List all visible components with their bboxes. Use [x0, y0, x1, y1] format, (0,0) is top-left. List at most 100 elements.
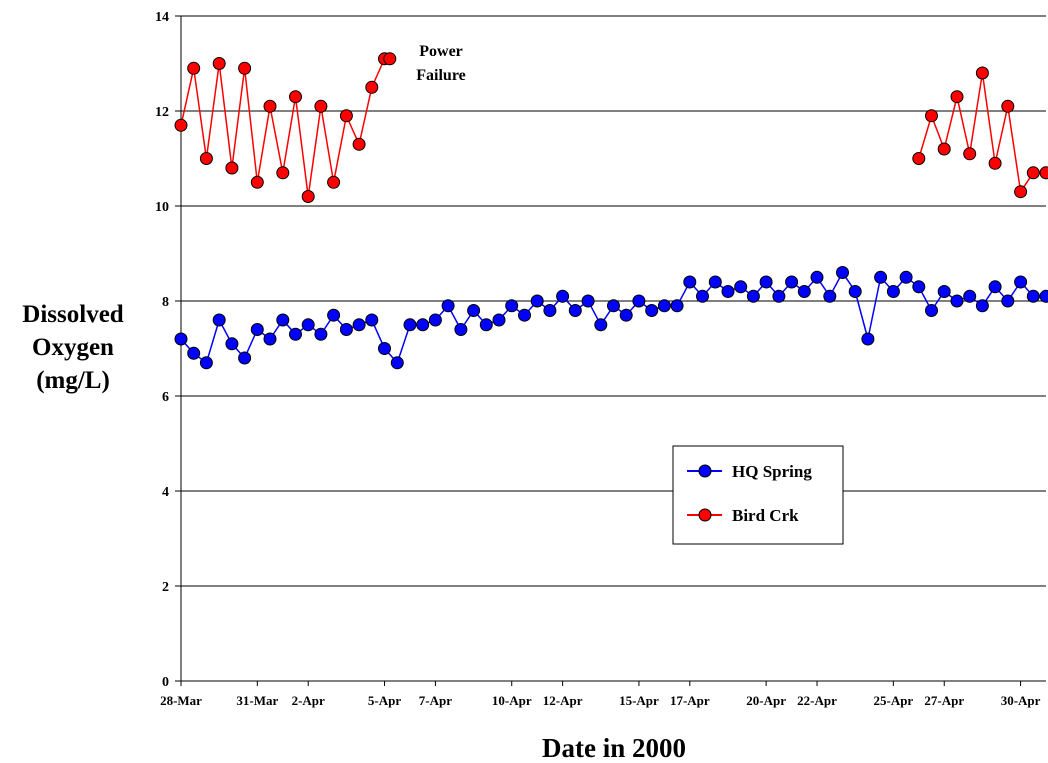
axes [180, 16, 1046, 682]
data-point-hq-spring [581, 294, 595, 308]
data-point-hq-spring [975, 299, 989, 313]
data-point-hq-spring [708, 275, 722, 289]
x-tick-labels: 28-Mar 31-Mar 2-Apr 5-Apr 7-Apr 10-Apr 12-Apr 1… [160, 693, 1041, 708]
data-point-hq-spring [518, 308, 531, 322]
data-point-hq-spring [810, 270, 824, 284]
data-point-hq-spring [925, 304, 938, 317]
data-point-hq-spring [327, 308, 341, 322]
data-point-bird-crk [1001, 99, 1015, 113]
data-point-hq-spring [1039, 289, 1048, 303]
data-point-bird-crk [199, 152, 213, 165]
series-line-bird-crk [180, 58, 390, 197]
data-point-hq-spring [1014, 275, 1028, 289]
data-point-hq-spring [365, 313, 379, 327]
data-point-hq-spring [467, 304, 481, 317]
legend-label-hq-spring: HQ Spring [732, 462, 812, 481]
y-tick-label: 2 [162, 580, 169, 595]
data-point-hq-spring [874, 270, 888, 284]
data-point-hq-spring [454, 323, 468, 336]
data-point-hq-spring [378, 342, 391, 355]
series-layer [174, 52, 1048, 370]
legend-item-hq-spring: HQ Spring [687, 462, 812, 481]
data-point-hq-spring [505, 299, 519, 313]
data-point-hq-spring [276, 313, 290, 327]
legend: HQ Spring Bird Crk [672, 445, 844, 545]
data-point-bird-crk [1026, 166, 1040, 180]
data-point-hq-spring [746, 289, 760, 303]
data-point-hq-spring [912, 280, 926, 294]
data-point-hq-spring [479, 318, 493, 332]
data-point-hq-spring [289, 327, 302, 341]
data-point-bird-crk [250, 175, 264, 189]
legend-box [672, 445, 844, 545]
data-point-hq-spring [263, 332, 277, 346]
data-point-hq-spring [963, 289, 977, 303]
data-point-hq-spring [848, 285, 862, 298]
data-point-hq-spring [683, 275, 697, 289]
y-axis-title-line-2: Oxygen [32, 334, 114, 361]
data-point-hq-spring [657, 299, 671, 313]
x-tick-label: 27-Apr [924, 693, 964, 708]
data-point-hq-spring [823, 289, 837, 303]
data-point-hq-spring [645, 304, 659, 317]
data-point-bird-crk [365, 80, 379, 94]
data-point-bird-crk [1014, 185, 1028, 199]
data-point-hq-spring [416, 318, 430, 332]
data-point-hq-spring [199, 356, 213, 370]
x-tick-label: 17-Apr [670, 693, 710, 708]
annotation-line-1: Power [419, 43, 463, 60]
y-tick-label: 8 [162, 295, 169, 310]
data-point-bird-crk [225, 161, 239, 175]
data-point-bird-crk [314, 99, 328, 113]
data-point-hq-spring [390, 356, 404, 370]
data-point-bird-crk [1039, 166, 1048, 180]
data-point-hq-spring [759, 275, 773, 289]
data-point-hq-spring [797, 285, 811, 298]
x-axis-title: Date in 2000 [542, 733, 686, 763]
x-tick-label: 15-Apr [619, 693, 659, 708]
y-tick-label: 6 [162, 390, 169, 405]
y-tick-labels: 0 2 4 6 8 10 12 14 [155, 10, 169, 690]
data-point-bird-crk [975, 66, 989, 80]
data-point-hq-spring [950, 294, 964, 308]
data-point-bird-crk [988, 156, 1002, 170]
data-point-bird-crk [950, 90, 964, 104]
data-point-bird-crk [212, 57, 226, 70]
x-tick-label: 22-Apr [797, 693, 837, 708]
data-point-hq-spring [670, 299, 684, 313]
data-point-hq-spring [861, 332, 875, 346]
data-point-hq-spring [1001, 294, 1015, 308]
data-point-bird-crk [238, 61, 252, 75]
data-point-hq-spring [836, 266, 849, 279]
data-point-hq-spring [607, 299, 620, 313]
data-point-bird-crk [289, 90, 302, 104]
data-point-bird-crk [276, 166, 290, 180]
data-point-hq-spring [352, 318, 366, 332]
series-bird-crk [174, 52, 1048, 203]
data-point-bird-crk [339, 109, 353, 123]
y-tick-label: 10 [155, 200, 169, 215]
y-axis-title: Dissolved Oxygen (mg/L) [22, 301, 124, 394]
y-tick-label: 4 [162, 485, 169, 500]
data-point-hq-spring [568, 304, 582, 317]
legend-item-bird-crk: Bird Crk [687, 506, 799, 525]
x-tick-label: 31-Mar [236, 693, 278, 708]
data-point-bird-crk [383, 52, 397, 66]
legend-marker-hq-spring [698, 464, 712, 478]
data-point-hq-spring [441, 299, 455, 313]
data-point-hq-spring [339, 323, 353, 336]
legend-label-bird-crk: Bird Crk [732, 506, 799, 525]
x-tick-label: 28-Mar [160, 693, 202, 708]
data-point-bird-crk [263, 99, 277, 113]
data-point-hq-spring [543, 304, 557, 317]
power-failure-annotation: Power Failure [416, 43, 465, 84]
data-point-hq-spring [785, 275, 799, 289]
x-tick-label: 5-Apr [368, 693, 401, 708]
data-point-hq-spring [619, 308, 633, 322]
data-point-bird-crk [912, 152, 926, 165]
data-point-hq-spring [899, 270, 913, 284]
data-point-bird-crk [174, 118, 188, 132]
data-point-hq-spring [594, 318, 608, 332]
y-tick-label: 0 [162, 675, 169, 690]
